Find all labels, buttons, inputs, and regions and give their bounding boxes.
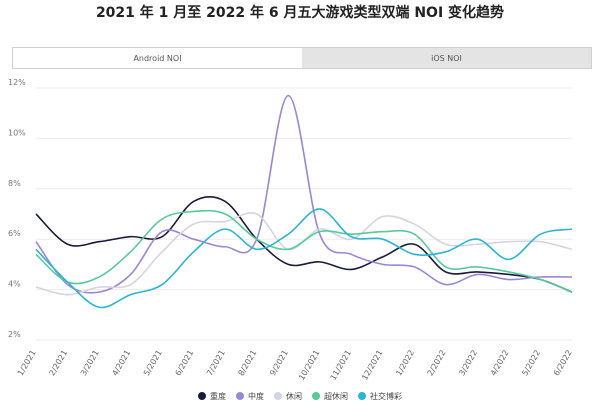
legend-label: 重度 (210, 391, 226, 401)
line-chart: 2% 4% 6% 8% 10% 12% 1/2021 2/2021 3/2021 4/2021 5/… (8, 78, 574, 382)
series-line (35, 208, 573, 309)
legend-label: 休闲 (286, 391, 302, 401)
x-tick-label: 8/2021 (237, 349, 259, 378)
x-tick-label: 12/2021 (360, 349, 384, 382)
tab-android-noi[interactable]: Android NOI (13, 48, 302, 68)
legend-swatch (236, 392, 244, 400)
tab-bar: Android NOI iOS NOI (12, 47, 592, 69)
tab-ios-noi[interactable]: iOS NOI (302, 48, 591, 68)
x-tick-label: 6/2021 (174, 349, 196, 378)
series-line (35, 94, 573, 294)
y-tick-label: 10% (8, 128, 26, 137)
y-tick-label: 2% (8, 330, 21, 339)
x-tick-label: 9/2021 (268, 349, 290, 378)
series-line (35, 212, 573, 296)
x-tick-label: 1/2022 (394, 349, 416, 378)
legend-item[interactable]: 社交博彩 (358, 391, 402, 402)
legend-swatch (274, 392, 282, 400)
series-line (35, 196, 573, 293)
x-tick-label: 4/2022 (489, 349, 511, 378)
y-tick-label: 4% (8, 280, 21, 289)
legend-item[interactable]: 重度 (198, 391, 226, 402)
legend-label: 超休闲 (324, 391, 348, 401)
legend-item[interactable]: 超休闲 (312, 391, 348, 402)
chart-legend: 重度 中度 休闲 超休闲 社交博彩 (0, 388, 600, 404)
series-line (35, 209, 573, 293)
x-tick-label: 6/2022 (552, 349, 574, 378)
legend-swatch (198, 392, 206, 400)
x-tick-label: 1/2021 (16, 349, 38, 378)
x-tick-label: 2/2021 (47, 349, 69, 378)
legend-swatch (358, 392, 366, 400)
x-tick-label: 5/2022 (520, 349, 542, 378)
x-tick-label: 3/2021 (79, 349, 101, 378)
x-tick-label: 7/2021 (205, 349, 227, 378)
x-tick-label: 11/2021 (329, 349, 353, 382)
x-tick-label: 3/2022 (457, 349, 479, 378)
legend-item[interactable]: 休闲 (274, 391, 302, 402)
x-tick-label: 2/2022 (426, 349, 448, 378)
x-tick-label: 5/2021 (142, 349, 164, 378)
y-tick-label: 12% (8, 78, 26, 87)
legend-item[interactable]: 中度 (236, 391, 264, 402)
legend-label: 中度 (248, 391, 264, 401)
chart-title: 2021 年 1 月至 2022 年 6 月五大游戏类型双端 NOI 变化趋势 (95, 5, 505, 21)
legend-label: 社交博彩 (370, 391, 402, 401)
legend-swatch (312, 392, 320, 400)
y-tick-label: 8% (8, 179, 21, 188)
x-tick-label: 4/2021 (110, 349, 132, 378)
y-tick-label: 6% (8, 229, 21, 238)
x-tick-label: 10/2021 (297, 349, 321, 382)
